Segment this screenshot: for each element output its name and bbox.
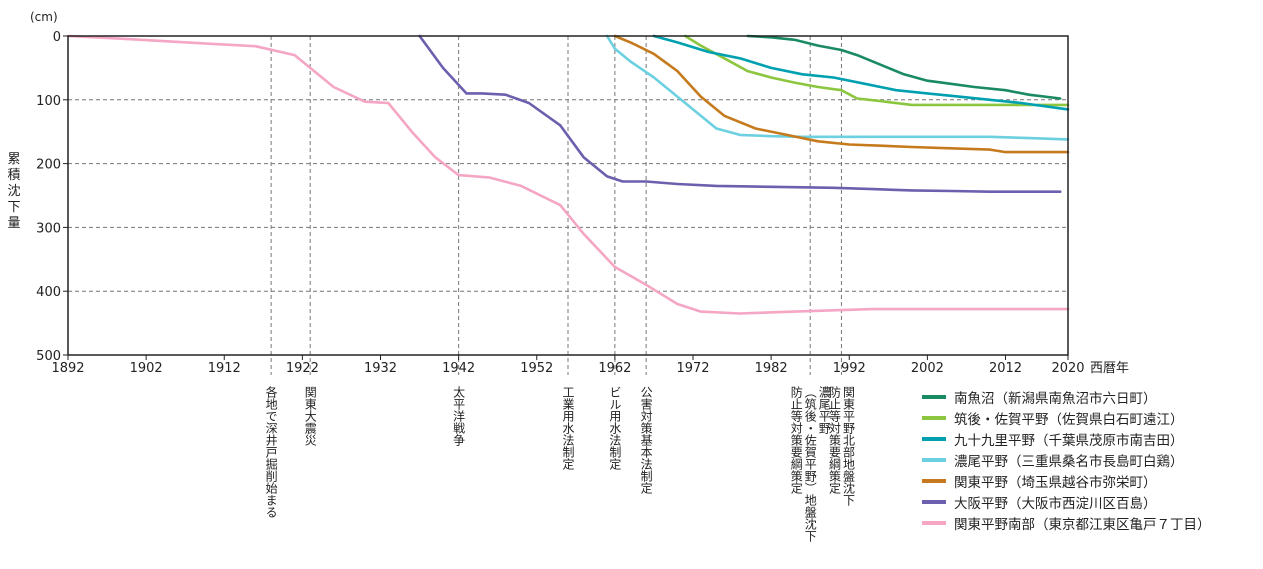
event-lines bbox=[270, 36, 842, 375]
x-tick-label: 2020 bbox=[1051, 361, 1084, 376]
legend-label: 大阪平野（大阪市西淀川区百島） bbox=[954, 495, 1157, 512]
x-tick-label: 1922 bbox=[286, 361, 319, 376]
event-label: 各地で深井戸掘削始まる bbox=[264, 386, 279, 518]
legend-item: 関東平野（埼玉県越谷市弥栄町） bbox=[922, 470, 1211, 491]
plot-frame bbox=[67, 35, 1069, 356]
legend-label: 筑後・佐賀平野（佐賀県白石町遠江） bbox=[954, 411, 1184, 428]
series-lines bbox=[66, 34, 1070, 315]
legend-label: 濃尾平野（三重県桑名市長島町白鶏） bbox=[954, 453, 1184, 470]
legend-item: 南魚沼（新潟県南魚沼市六日町） bbox=[922, 386, 1211, 407]
x-tick-label: 2002 bbox=[911, 361, 944, 376]
y-tick-label: 100 bbox=[36, 94, 61, 109]
legend-label: 関東平野（埼玉県越谷市弥栄町） bbox=[954, 474, 1157, 491]
event-label: 関東平野北部地盤沈下 防止等対策要綱策定 bbox=[827, 386, 856, 506]
series-line-4 bbox=[613, 34, 1070, 154]
x-tick-label: 1892 bbox=[51, 361, 84, 376]
x-tick-label: 1942 bbox=[442, 361, 475, 376]
legend-swatch bbox=[922, 499, 946, 504]
legend-item: 筑後・佐賀平野（佐賀県白石町遠江） bbox=[922, 407, 1211, 428]
legend-label: 九十九里平野（千葉県茂原市南吉田） bbox=[954, 432, 1184, 449]
event-label: ビル用水法制定 bbox=[607, 386, 622, 470]
legend-item: 九十九里平野（千葉県茂原市南吉田） bbox=[922, 428, 1211, 449]
x-tick-label: 1962 bbox=[598, 361, 631, 376]
event-label: 濃尾平野 （筑後・佐賀平野）地盤沈下 防止等対策要綱策定 bbox=[789, 386, 832, 542]
legend-label: 南魚沼（新潟県南魚沼市六日町） bbox=[954, 390, 1157, 407]
series-line-1 bbox=[683, 34, 1070, 107]
legend-swatch bbox=[922, 415, 946, 420]
legend-swatch bbox=[922, 520, 946, 525]
legend-item: 大阪平野（大阪市西淀川区百島） bbox=[922, 491, 1211, 512]
event-label: 関東大震災 bbox=[303, 386, 318, 446]
legend-swatch bbox=[922, 457, 946, 462]
y-axis-label: 累積沈下量 bbox=[7, 152, 21, 231]
legend-swatch bbox=[922, 436, 946, 441]
legend-swatch bbox=[922, 394, 946, 399]
series-line-2 bbox=[652, 34, 1070, 111]
legend-label: 関東平野南部（東京都江東区亀戸７丁目） bbox=[954, 516, 1211, 533]
y-tick-label: 200 bbox=[36, 158, 61, 173]
x-tick-label: 1932 bbox=[364, 361, 397, 376]
x-tick-label: 1982 bbox=[755, 361, 788, 376]
x-tick-label: 1992 bbox=[833, 361, 866, 376]
y-tick-label: 500 bbox=[36, 349, 61, 364]
legend-swatch bbox=[922, 478, 946, 483]
y-tick-label: 400 bbox=[36, 285, 61, 300]
y-tick-label: 300 bbox=[36, 221, 61, 236]
x-tick-label: 1912 bbox=[208, 361, 241, 376]
legend-item: 関東平野南部（東京都江東区亀戸７丁目） bbox=[922, 512, 1211, 533]
x-tick-label: 1972 bbox=[676, 361, 709, 376]
unit-label: (cm) bbox=[30, 10, 58, 24]
x-tick-label: 1952 bbox=[520, 361, 553, 376]
event-label: 工業用水法制定 bbox=[561, 386, 575, 470]
series-line-5 bbox=[418, 34, 1062, 193]
legend: 南魚沼（新潟県南魚沼市六日町） 筑後・佐賀平野（佐賀県白石町遠江） 九十九里平野（千… bbox=[922, 386, 1211, 533]
x-tick-label: 2012 bbox=[989, 361, 1022, 376]
series-line-6 bbox=[66, 34, 1070, 315]
legend-item: 濃尾平野（三重県桑名市長島町白鶏） bbox=[922, 449, 1211, 470]
series-line-0 bbox=[746, 34, 1062, 100]
x-axis-label: 西暦年 bbox=[1090, 361, 1129, 376]
event-label: 公害対策基本法制定 bbox=[639, 386, 654, 494]
x-tick-label: 1902 bbox=[130, 361, 163, 376]
event-label: 太平洋戦争 bbox=[451, 386, 466, 446]
series-line-3 bbox=[605, 34, 1070, 141]
y-tick-label: 0 bbox=[53, 30, 61, 45]
